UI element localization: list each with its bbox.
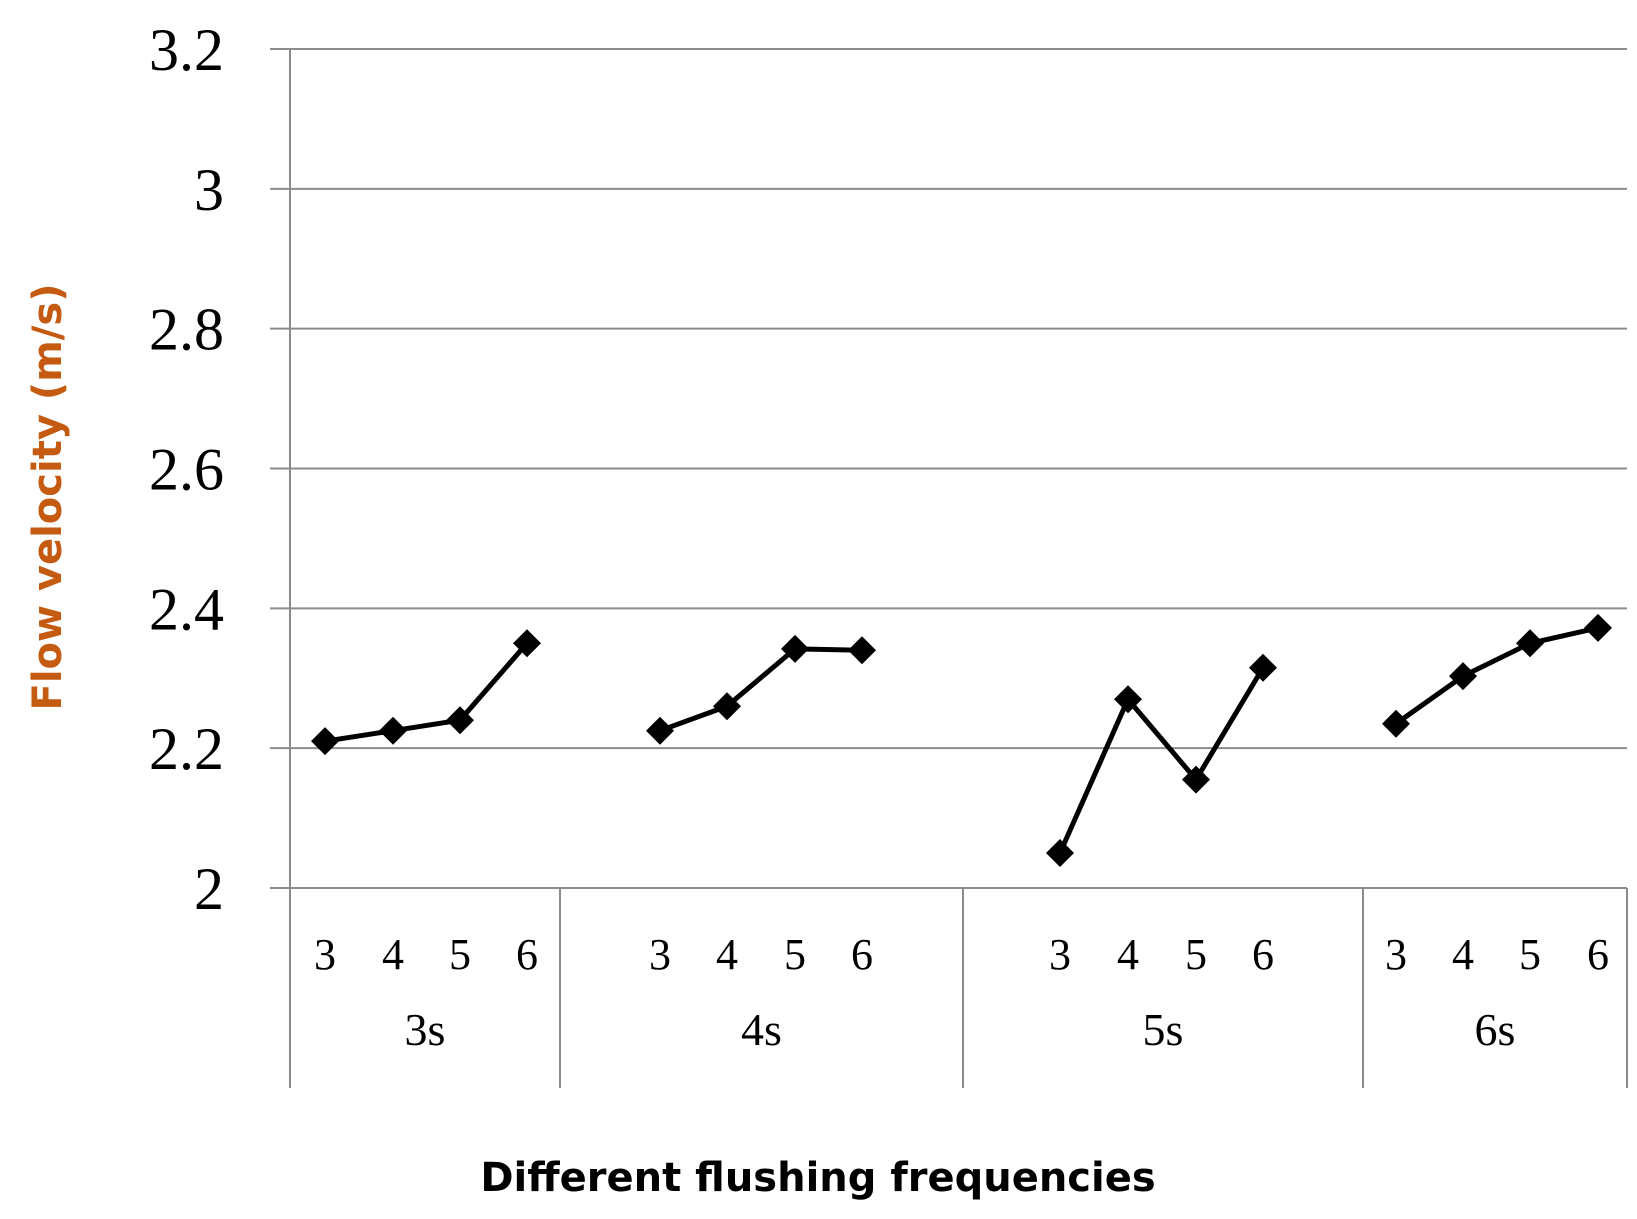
data-point	[848, 636, 876, 665]
x-tick-label: 6	[516, 930, 538, 979]
x-tick-label: 6	[1252, 930, 1274, 979]
data-point	[646, 716, 674, 745]
group-labels: 3s 4s 5s 6s	[405, 1004, 1516, 1055]
group-label: 5s	[1143, 1004, 1184, 1055]
x-tick-label: 4	[382, 930, 404, 979]
series-line-4s	[659, 646, 863, 734]
data-point	[1584, 613, 1612, 642]
x-tick-label: 5	[449, 930, 471, 979]
data-point	[513, 629, 541, 658]
x-tick-label: 5	[1185, 930, 1207, 979]
data-point	[446, 706, 474, 735]
x-tick-label: 5	[784, 930, 806, 979]
data-point	[1449, 662, 1477, 691]
y-tick-label: 3.2	[149, 17, 224, 83]
x-tick-label: 3	[1049, 930, 1071, 979]
data-point	[379, 716, 407, 745]
data-point	[1249, 653, 1277, 682]
data-markers	[311, 613, 1612, 868]
series-lines	[324, 625, 1599, 855]
x-tick-label: 6	[1587, 930, 1609, 979]
series-line-5s	[1057, 666, 1266, 855]
data-point	[1114, 685, 1142, 714]
series-line-6s	[1394, 625, 1599, 726]
data-point	[781, 634, 809, 663]
y-tick-label: 2.4	[149, 576, 224, 642]
data-point	[1516, 629, 1544, 658]
data-point	[1046, 839, 1074, 868]
data-point	[1182, 765, 1210, 794]
x-tick-label: 3	[1385, 930, 1407, 979]
y-tick-label: 2.8	[149, 297, 224, 363]
series-line-3s	[324, 641, 529, 744]
data-point	[1382, 709, 1410, 738]
y-tick-labels: 2 2.2 2.4 2.6 2.8 3 3.2	[149, 17, 224, 922]
y-axis-label: Flow velocity (m/s)	[25, 284, 71, 711]
x-tick-label: 3	[314, 930, 336, 979]
data-point	[311, 727, 339, 756]
data-point	[713, 692, 741, 721]
group-label: 6s	[1475, 1004, 1516, 1055]
y-tick-label: 2.2	[149, 716, 224, 782]
x-tick-label: 4	[1117, 930, 1139, 979]
x-axis-label: Different flushing frequencies	[480, 1155, 1155, 1201]
gridlines	[270, 48, 1627, 889]
x-tick-label: 3	[649, 930, 671, 979]
group-label: 3s	[405, 1004, 446, 1055]
x-tick-label: 4	[716, 930, 738, 979]
group-label: 4s	[741, 1004, 782, 1055]
y-tick-label: 3	[194, 157, 224, 223]
y-tick-label: 2	[194, 856, 224, 922]
axes	[289, 49, 1628, 1088]
x-tick-label: 5	[1519, 930, 1541, 979]
x-tick-label: 6	[851, 930, 873, 979]
x-tick-label: 4	[1452, 930, 1474, 979]
y-tick-label: 2.6	[149, 437, 224, 503]
